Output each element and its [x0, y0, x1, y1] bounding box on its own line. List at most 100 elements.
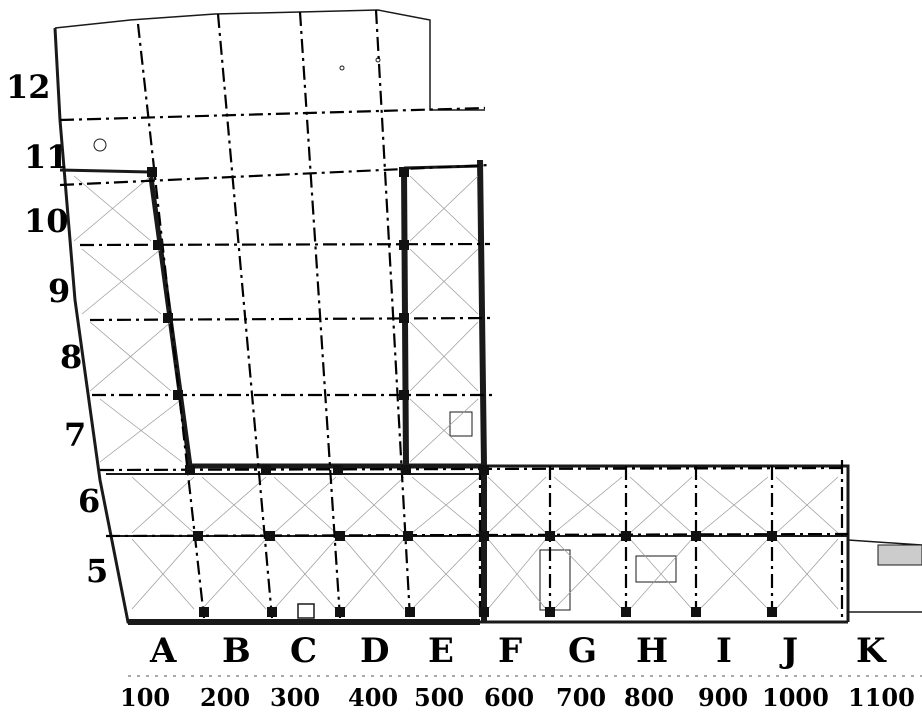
pier-8: [335, 531, 345, 541]
pier-13: [691, 531, 701, 541]
scale-label-500: 500: [414, 683, 464, 712]
pier-21: [621, 607, 631, 617]
pier-9: [403, 531, 413, 541]
room-hatching: [73, 175, 839, 610]
pier-10: [479, 531, 489, 541]
grid-line-column-4: [374, 9, 412, 619]
hatch-line-46: [409, 321, 479, 392]
pier-4: [401, 465, 411, 475]
grid-line-column-3: [298, 11, 342, 619]
pier-27: [399, 390, 409, 400]
hatch-line-40: [775, 538, 839, 610]
column-label-j: J: [779, 631, 798, 671]
scale-label-600: 600: [484, 683, 534, 712]
grid-lines: [59, 9, 849, 619]
hatch-line-6: [201, 476, 267, 534]
column-label-a: A: [149, 631, 177, 671]
pier-17: [335, 607, 345, 617]
hatch-line-20: [411, 538, 481, 610]
scale-label-900: 900: [698, 683, 748, 712]
row-label-6: 6: [78, 482, 100, 520]
hatch-line-38: [775, 476, 839, 534]
column-label-c: C: [290, 631, 317, 671]
pier-19: [479, 607, 489, 617]
scale-label-1100: 1100: [848, 683, 915, 712]
hatch-line-14: [343, 476, 405, 534]
pier-25: [399, 240, 409, 250]
scale-label-1000: 1000: [762, 683, 829, 712]
pier-23: [767, 607, 777, 617]
pier-7: [265, 531, 275, 541]
row-label-12: 12: [6, 68, 51, 106]
row-label-9: 9: [48, 272, 70, 310]
hatch-line-26: [553, 476, 623, 534]
column-label-h: H: [636, 631, 668, 671]
grid-line-row-2: [59, 163, 491, 187]
row-label-10: 10: [24, 202, 69, 240]
hatch-line-18: [411, 476, 481, 534]
pier-6: [193, 531, 203, 541]
row-label-7: 7: [64, 416, 86, 454]
pier-14: [767, 531, 777, 541]
row-label-11: 11: [24, 138, 69, 176]
hatch-line-34: [699, 476, 769, 534]
grid-line-row-1: [59, 106, 486, 122]
scale-label-300: 300: [270, 683, 320, 712]
pier-29: [163, 313, 173, 323]
hatch-line-32: [629, 538, 693, 610]
hatch-line-24: [487, 538, 547, 610]
column-label-g: G: [568, 631, 597, 671]
hatch-line-48: [409, 398, 479, 463]
hatch-line-16: [343, 538, 405, 610]
row-labels: 12 11 10 9 8 7 6 5: [6, 68, 108, 590]
building-outline: [53, 9, 922, 625]
grid-line-row-3: [79, 242, 491, 247]
pier-markers: [147, 167, 777, 617]
hatch-line-22: [487, 476, 547, 534]
pier-12: [621, 531, 631, 541]
pier-30: [173, 390, 183, 400]
hatch-line-56: [99, 398, 183, 463]
pier-5: [479, 465, 489, 475]
hatch-line-30: [629, 476, 693, 534]
pier-28: [153, 240, 163, 250]
hatch-line-4: [131, 538, 195, 610]
pier-15: [199, 607, 209, 617]
pier-11: [545, 531, 555, 541]
pier-3: [333, 465, 343, 475]
hatch-line-28: [553, 538, 623, 610]
grid-line-row-7: [105, 532, 849, 538]
grid-line-row-6: [99, 466, 849, 472]
scale-label-700: 700: [556, 683, 606, 712]
pier-31: [147, 167, 157, 177]
column-label-i: I: [716, 631, 732, 671]
hatch-line-52: [81, 248, 162, 315]
column-label-d: D: [360, 631, 389, 671]
scale-labels: 100 200 300 400 500 600 700 800 900 1000…: [120, 683, 915, 712]
pier-20: [545, 607, 555, 617]
hatch-line-42: [409, 175, 479, 242]
pier-16: [267, 607, 277, 617]
pier-26: [399, 313, 409, 323]
pier-2: [261, 465, 271, 475]
column-label-b: B: [222, 631, 251, 671]
hatch-line-44: [409, 248, 479, 315]
column-label-k: K: [856, 631, 887, 671]
column-labels: A B C D E F G H I J K: [149, 631, 887, 671]
scale-label-100: 100: [120, 683, 170, 712]
scale-label-200: 200: [200, 683, 250, 712]
pier-24: [399, 167, 409, 177]
hatch-line-8: [201, 538, 267, 610]
hatch-line-36: [699, 538, 769, 610]
row-label-5: 5: [86, 552, 108, 590]
grid-line-row-4: [89, 316, 491, 322]
column-label-e: E: [428, 631, 454, 671]
hatch-line-2: [131, 476, 195, 534]
hatch-line-10: [273, 476, 337, 534]
pier-1: [185, 465, 195, 475]
hatch-line-54: [89, 321, 172, 392]
row-label-8: 8: [60, 338, 82, 376]
grid-line-column-2: [216, 13, 274, 619]
scale-label-800: 800: [624, 683, 674, 712]
